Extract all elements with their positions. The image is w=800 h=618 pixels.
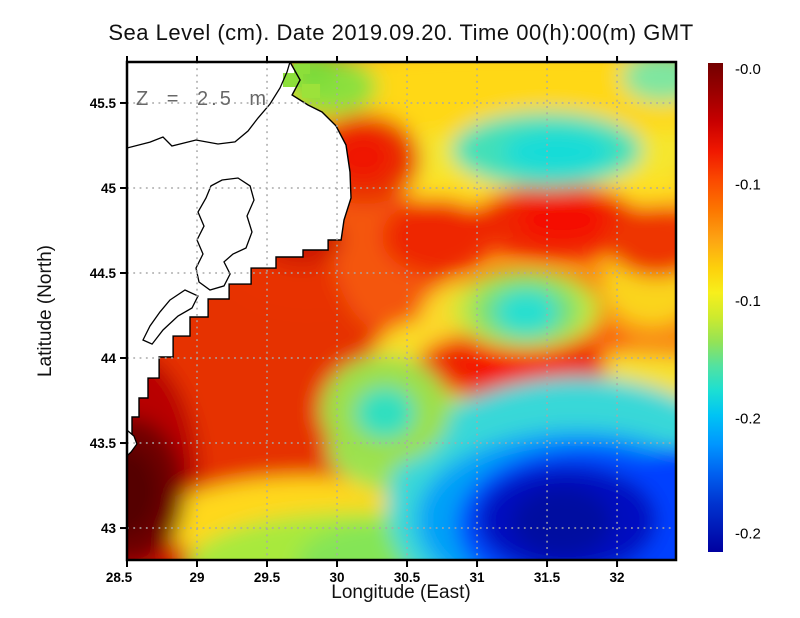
heat-field	[127, 62, 676, 560]
heat-navy-core-southeast	[512, 487, 613, 558]
colorbar-label: -0.1	[735, 176, 761, 193]
heat-red-corner-northeast	[607, 207, 676, 278]
x-tick-label: 30	[330, 570, 345, 585]
x-tick-label: 29.5	[254, 570, 281, 585]
gridlines	[127, 62, 676, 560]
heat-red-blob-central	[381, 198, 493, 276]
heat-maroon-core-west	[127, 447, 160, 537]
north-shore-stroke	[127, 62, 291, 149]
y-tick-labels: 45.5 45 44.5 44 43.5 43	[90, 96, 117, 536]
x-tick-label: 31	[470, 570, 486, 585]
y-tick-label: 45	[101, 181, 117, 196]
land-mass	[127, 62, 351, 452]
colorbar-label: -0.0	[735, 61, 761, 78]
y-tick-label: 44	[101, 351, 117, 366]
heat-eddy-cyan-core	[493, 289, 559, 336]
heat-cyan-core-north	[501, 130, 613, 174]
x-axis-label: Longitude (East)	[331, 582, 471, 603]
land-coastline	[127, 62, 352, 457]
heat-red-core-east	[517, 198, 607, 242]
depth-annotation: Z = 2.5 m	[136, 88, 270, 110]
x-tick-label: 30.5	[394, 570, 421, 585]
x-tick-label: 32	[610, 570, 625, 585]
colorbar-gradient	[708, 63, 723, 552]
plot-title: Sea Level (cm). Date 2019.09.20. Time 00…	[108, 20, 694, 45]
lagoon-small	[142, 289, 199, 345]
heat-green-corner-northeast	[621, 62, 676, 102]
coastline-stroke	[127, 62, 352, 452]
axis-ticks	[120, 56, 619, 567]
heat-red-core-southeast	[462, 342, 573, 383]
delta-sea-cell	[294, 64, 310, 75]
colorbar-label: -0.2	[735, 411, 761, 428]
x-tick-labels: 28.5 29 29.5 30 30.5 31 31.5 32	[106, 570, 625, 585]
lagoon-large	[195, 177, 255, 291]
y-tick-label: 43	[101, 521, 117, 536]
heat-cyan-core-blob	[355, 387, 416, 440]
x-tick-label: 28.5	[106, 570, 133, 585]
y-tick-label: 45.5	[90, 96, 117, 111]
y-tick-label: 44.5	[90, 266, 117, 281]
west-coast-bump	[127, 429, 138, 457]
colorbar: -0.0 -0.1 -0.1 -0.2 -0.2	[708, 61, 761, 552]
plot-frame	[125, 60, 678, 562]
x-tick-label: 31.5	[534, 570, 561, 585]
x-tick-label: 29	[189, 570, 204, 585]
colorbar-label: -0.1	[735, 293, 761, 310]
y-tick-label: 43.5	[90, 436, 117, 451]
colorbar-label: -0.2	[735, 525, 761, 542]
delta-sea-cell	[302, 83, 321, 98]
